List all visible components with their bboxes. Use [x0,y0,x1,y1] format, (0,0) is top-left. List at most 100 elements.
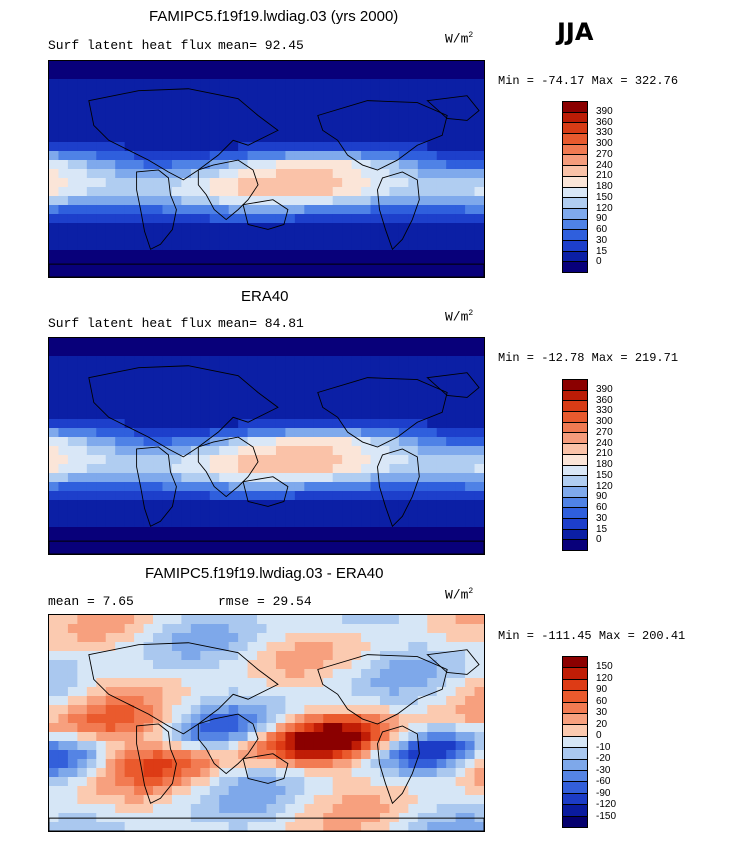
colorbar-label: 360 [596,116,613,128]
coastline [49,263,484,277]
colorbar-label: 30 [596,512,608,524]
colorbar-label: 120 [596,672,613,684]
colorbar-swatch [563,380,587,391]
panel2-field-label: Surf latent heat flux [48,316,212,331]
colorbar-swatch [563,759,587,772]
colorbar-swatch [563,497,587,509]
colorbar-swatch [563,816,587,828]
colorbar-label: 0 [596,256,602,268]
colorbar-swatch [563,433,587,445]
panel1-map [48,60,485,278]
colorbar-swatch [563,102,587,113]
colorbar-label: 15 [596,245,608,257]
colorbar-label: 240 [596,437,613,449]
colorbar-label: 270 [596,148,613,160]
colorbar-label: 30 [596,234,608,246]
colorbar-label: 150 [596,661,613,673]
panel3-title: FAMIPC5.f19f19.lwdiag.03 - ERA40 [145,565,384,582]
colorbar-swatch [563,736,587,749]
colorbar-label: 150 [596,469,613,481]
colorbar-swatch [563,793,587,806]
colorbar-label: -20 [596,753,611,765]
colorbar-swatch [563,691,587,703]
coastline [136,723,177,804]
colorbar-swatch [563,401,587,413]
colorbar-label: -120 [596,799,617,811]
colorbar-swatch [563,412,587,423]
coastline [377,725,420,805]
colorbar-label: 330 [596,405,613,417]
colorbar-label: 60 [596,224,608,235]
colorbar-swatch [563,144,587,156]
coastline [317,654,448,725]
panel3-mean: mean = 7.65 [48,594,134,609]
colorbar-label: 120 [596,480,613,492]
colorbar-swatch [563,454,587,466]
colorbar-swatch [563,230,587,241]
colorbar-swatch [563,444,587,455]
colorbar-swatch [563,240,587,252]
panel3-colorbar [562,656,588,828]
colorbar-label: 0 [596,730,602,742]
colorbar-label: 390 [596,105,613,117]
panel2-mean: mean= 84.81 [218,316,304,331]
coastline [88,365,279,458]
panel1-field-label: Surf latent heat flux [48,38,212,53]
panel3-minmax: Min = -111.45 Max = 200.41 [498,629,686,643]
colorbar-label: 180 [596,181,613,192]
panel2-unit: W/m2 [445,309,474,325]
colorbar-swatch [563,208,587,220]
colorbar-label: -60 [596,776,611,788]
colorbar-swatch [563,518,587,530]
colorbar-label: 300 [596,138,613,149]
colorbar-label: 0 [596,534,602,546]
coastline [377,171,420,251]
colorbar-swatch [563,529,587,541]
colorbar-swatch [563,508,587,519]
colorbar-swatch [563,679,587,692]
colorbar-swatch [563,390,587,402]
colorbar-label: 90 [596,213,608,225]
panel3-unit: W/m2 [445,587,474,603]
colorbar-swatch [563,198,587,209]
colorbar-label: 15 [596,523,608,535]
panel1-mean: mean= 92.45 [218,38,304,53]
colorbar-label: 90 [596,491,608,503]
colorbar-label: -90 [596,787,611,799]
colorbar-label: 240 [596,159,613,171]
colorbar-swatch [563,540,587,550]
colorbar-swatch [563,725,587,737]
colorbar-swatch [563,123,587,135]
colorbar-swatch [563,782,587,794]
panel2-title: ERA40 [241,288,289,305]
colorbar-label: 180 [596,459,613,470]
colorbar-label: 270 [596,426,613,438]
colorbar-swatch [563,748,587,760]
colorbar-label: 60 [596,695,608,707]
colorbar-label: 90 [596,684,608,696]
panel1-colorbar [562,101,588,273]
coastline [377,448,420,528]
season-label: JJA [557,18,594,46]
coastline [317,100,448,171]
panel3-map [48,614,485,832]
coastline [49,540,484,554]
colorbar-swatch [563,187,587,199]
colorbar-label: 330 [596,127,613,139]
colorbar-swatch [563,166,587,177]
colorbar-label: -150 [596,810,617,822]
coastline [426,372,480,398]
colorbar-label: 30 [596,707,608,719]
colorbar-swatch [563,657,587,669]
coastline [242,753,289,784]
colorbar-swatch [563,422,587,434]
coastline [88,642,279,735]
panel3-rmse: rmse = 29.54 [218,594,312,609]
panel2-colorbar [562,379,588,551]
coastline [88,88,279,181]
colorbar-swatch [563,262,587,272]
colorbar-label: -10 [596,741,611,753]
coastline [426,95,480,121]
colorbar-swatch [563,668,587,680]
panel1-title: FAMIPC5.f19f19.lwdiag.03 (yrs 2000) [149,8,399,25]
